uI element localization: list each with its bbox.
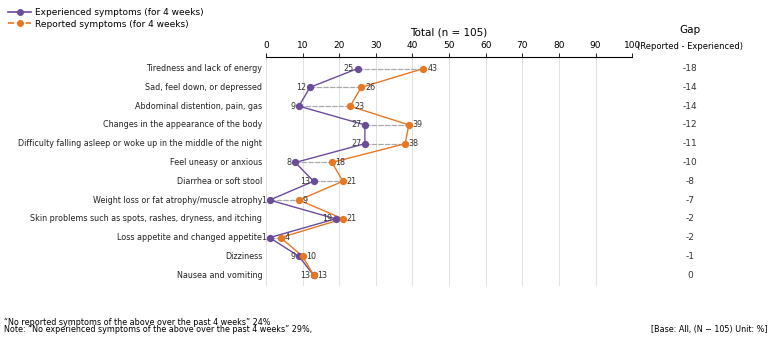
Text: 0: 0 [687, 271, 693, 280]
Point [344, 103, 356, 109]
Text: 25: 25 [344, 64, 354, 73]
Text: “No reported symptoms of the above over the past 4 weeks” 24%: “No reported symptoms of the above over … [4, 318, 271, 328]
Text: 9: 9 [302, 195, 308, 205]
Point [293, 103, 305, 109]
Text: Gap: Gap [679, 25, 701, 35]
Point [337, 216, 349, 221]
Text: -11: -11 [682, 139, 698, 148]
Text: 21: 21 [347, 214, 357, 223]
Point [352, 66, 364, 71]
Text: 9: 9 [290, 102, 295, 111]
Text: -2: -2 [685, 233, 695, 242]
Point [308, 273, 320, 278]
Text: 13: 13 [318, 271, 327, 280]
Text: 1: 1 [261, 195, 266, 205]
Text: 9: 9 [290, 252, 295, 261]
Text: Dizziness: Dizziness [225, 252, 262, 261]
Text: Abdominal distention, pain, gas: Abdominal distention, pain, gas [135, 102, 262, 111]
Point [296, 254, 308, 259]
Point [402, 122, 415, 128]
Point [359, 122, 371, 128]
Text: -14: -14 [683, 102, 697, 111]
Text: 27: 27 [351, 139, 361, 148]
Text: 10: 10 [306, 252, 316, 261]
Point [329, 216, 342, 221]
Point [355, 85, 367, 90]
Point [417, 66, 429, 71]
Text: 4: 4 [284, 233, 289, 242]
Text: 39: 39 [412, 120, 423, 129]
Text: -1: -1 [685, 252, 695, 261]
Text: 1: 1 [261, 233, 266, 242]
Point [274, 235, 287, 240]
Text: [Base: All, (N − 105) Unit: %]: [Base: All, (N − 105) Unit: %] [651, 325, 767, 334]
Text: 23: 23 [354, 102, 364, 111]
Point [308, 179, 320, 184]
Text: Skin problems such as spots, rashes, dryness, and itching: Skin problems such as spots, rashes, dry… [30, 214, 262, 223]
Text: Sad, feel down, or depressed: Sad, feel down, or depressed [145, 83, 262, 92]
Text: Nausea and vomiting: Nausea and vomiting [177, 271, 262, 280]
Text: Weight loss or fat atrophy/muscle atrophy: Weight loss or fat atrophy/muscle atroph… [93, 195, 262, 205]
Text: 18: 18 [335, 158, 345, 167]
Text: Feel uneasy or anxious: Feel uneasy or anxious [170, 158, 262, 167]
Point [289, 160, 301, 165]
Point [359, 141, 371, 146]
Text: 43: 43 [427, 64, 437, 73]
Text: -7: -7 [685, 195, 695, 205]
Text: 13: 13 [300, 177, 310, 186]
Point [308, 273, 320, 278]
Text: -12: -12 [683, 120, 697, 129]
Point [293, 254, 305, 259]
Point [304, 85, 316, 90]
Text: 26: 26 [365, 83, 375, 92]
Point [399, 141, 412, 146]
Text: (Reported - Experienced): (Reported - Experienced) [637, 42, 743, 51]
Text: Diarrhea or soft stool: Diarrhea or soft stool [177, 177, 262, 186]
Text: -8: -8 [685, 177, 695, 186]
Text: -18: -18 [682, 64, 698, 73]
Text: 27: 27 [351, 120, 361, 129]
Point [337, 179, 349, 184]
Text: 8: 8 [287, 158, 291, 167]
Text: -2: -2 [685, 214, 695, 223]
Text: Difficulty falling asleep or woke up in the middle of the night: Difficulty falling asleep or woke up in … [19, 139, 262, 148]
Text: 19: 19 [322, 214, 332, 223]
Point [264, 197, 276, 203]
Point [325, 160, 338, 165]
Text: 12: 12 [296, 83, 306, 92]
Text: -14: -14 [683, 83, 697, 92]
Title: Total (n = 105): Total (n = 105) [410, 27, 488, 37]
Text: 13: 13 [300, 271, 310, 280]
Text: 38: 38 [409, 139, 419, 148]
Point [264, 235, 276, 240]
Text: 21: 21 [347, 177, 357, 186]
Text: Loss appetite and changed appetite: Loss appetite and changed appetite [117, 233, 262, 242]
Point [293, 197, 305, 203]
Text: Note: “No experienced symptoms of the above over the past 4 weeks” 29%,: Note: “No experienced symptoms of the ab… [4, 325, 312, 334]
Legend: Experienced symptoms (for 4 weeks), Reported symptoms (for 4 weeks): Experienced symptoms (for 4 weeks), Repo… [8, 8, 204, 29]
Text: Changes in the appearance of the body: Changes in the appearance of the body [103, 120, 262, 129]
Text: Tiredness and lack of energy: Tiredness and lack of energy [146, 64, 262, 73]
Text: -10: -10 [682, 158, 698, 167]
